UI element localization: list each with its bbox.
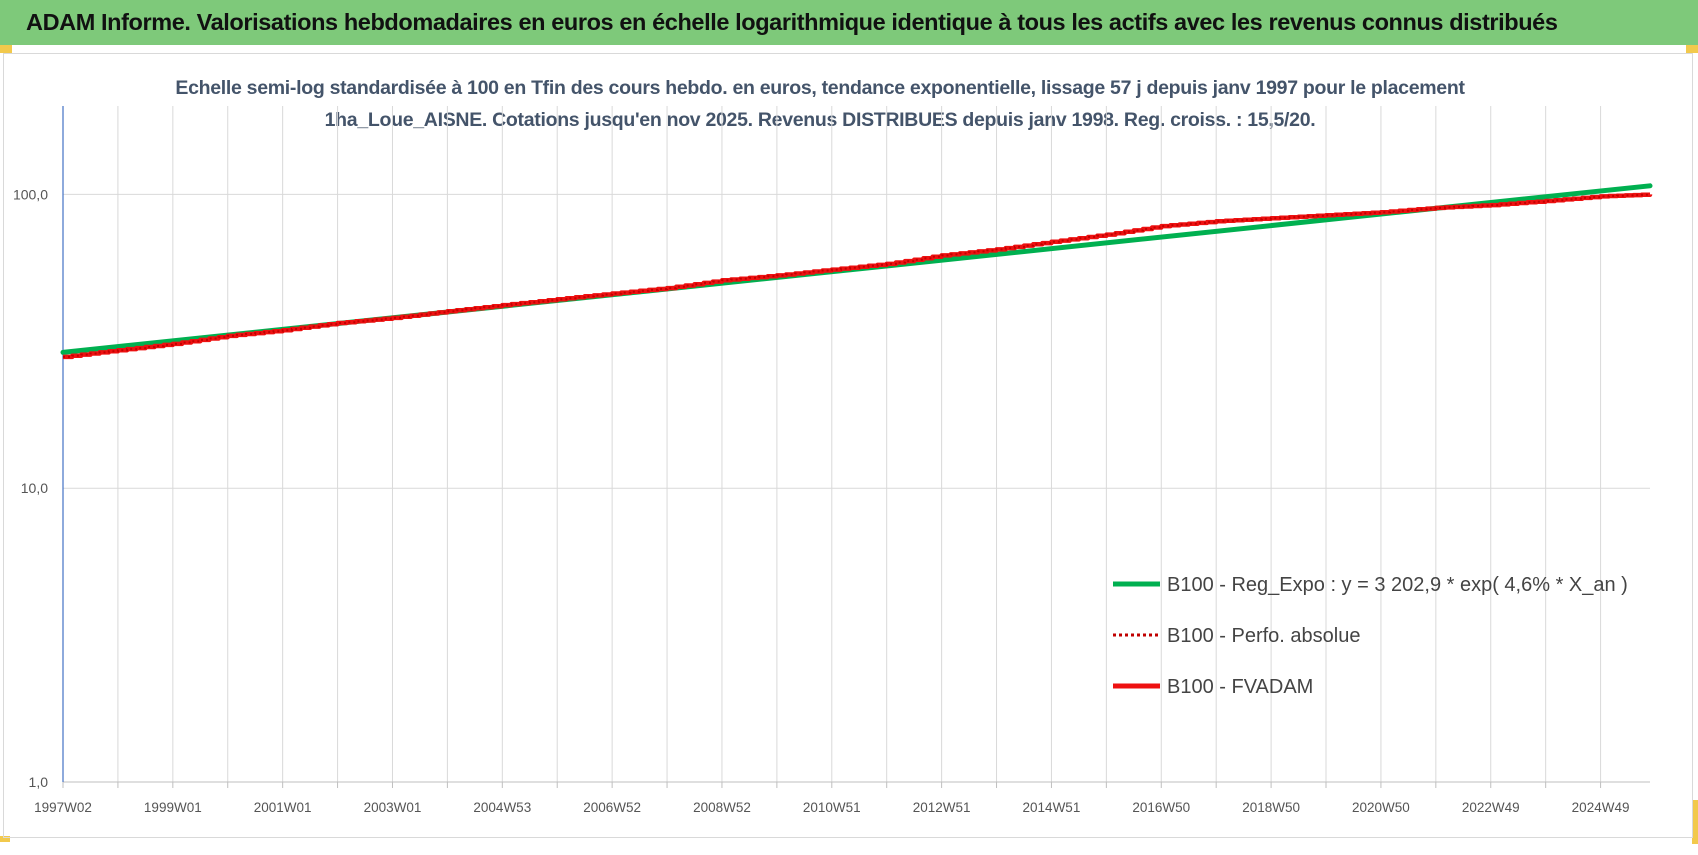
legend: B100 - Reg_Expo : y = 3 202,9 * exp( 4,6… <box>1113 574 1628 698</box>
x-tick-label: 2020W50 <box>1352 800 1410 815</box>
y-tick-labels: 1,0 10,0 100,0 <box>13 186 48 790</box>
x-tick-label: 2004W53 <box>473 800 531 815</box>
corner-marker-bottom-left <box>0 836 10 842</box>
x-tick-label: 2016W50 <box>1132 800 1190 815</box>
x-tick-label: 2001W01 <box>254 800 312 815</box>
x-tick-labels: 1997W02 1999W01 2001W01 2003W01 2004W53 2006W… <box>34 800 1629 815</box>
x-tick-label: 2014W51 <box>1023 800 1081 815</box>
y-gridlines <box>63 193 1650 783</box>
y-tick-label: 100,0 <box>13 186 48 202</box>
x-tick-label: 2003W01 <box>364 800 422 815</box>
x-tick-label: 2024W49 <box>1572 800 1630 815</box>
y-tick-label: 1,0 <box>29 774 49 790</box>
corner-marker-bottom-right <box>1692 800 1698 844</box>
x-tick-label: 2006W52 <box>583 800 641 815</box>
x-tick-label: 2012W51 <box>913 800 971 815</box>
series-fvadam <box>63 192 1653 360</box>
series-perfo-absolue <box>63 193 1651 358</box>
banner-title: ADAM Informe. Valorisations hebdomadaire… <box>26 9 1558 35</box>
x-tick-label: 1997W02 <box>34 800 92 815</box>
x-tick-label: 2018W50 <box>1242 800 1300 815</box>
chart-frame <box>3 53 1693 838</box>
banner: ADAM Informe. Valorisations hebdomadaire… <box>0 0 1698 45</box>
x-tick-label: 2010W51 <box>803 800 861 815</box>
legend-item-perfo-absolue-label: B100 - Perfo. absolue <box>1167 625 1360 647</box>
series-lines <box>60 183 1653 360</box>
x-tick-label: 2008W52 <box>693 800 751 815</box>
corner-marker-top-right <box>1686 45 1698 53</box>
y-tick-label: 10,0 <box>21 480 48 496</box>
x-gridlines <box>62 106 1602 788</box>
x-tick-label: 2022W49 <box>1462 800 1520 815</box>
x-tick-label: 1999W01 <box>144 800 202 815</box>
axes <box>62 106 1650 783</box>
legend-item-fvadam-label: B100 - FVADAM <box>1167 676 1313 698</box>
legend-item-reg-expo-label: B100 - Reg_Expo : y = 3 202,9 * exp( 4,6… <box>1167 574 1628 596</box>
corner-marker-top-left <box>0 45 12 53</box>
chart-title: Echelle semi-log standardisée à 100 en T… <box>175 77 1465 131</box>
